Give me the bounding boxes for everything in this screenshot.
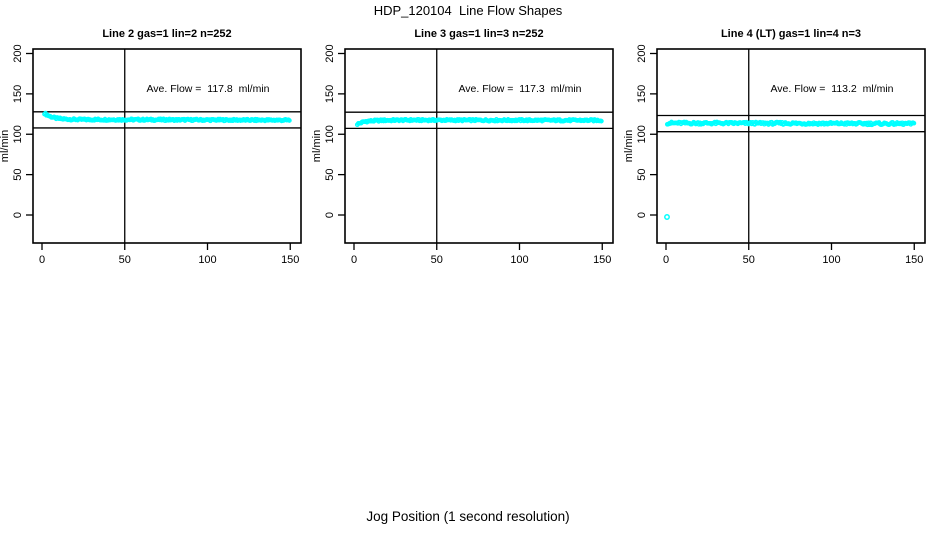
y-tick-label: 100 xyxy=(12,125,24,143)
panel-title: Line 2 gas=1 lin=2 n=252 xyxy=(102,28,231,40)
ave-flow-annotation: Ave. Flow = 117.8 ml/min xyxy=(146,83,269,95)
panel-title: Line 3 gas=1 lin=3 n=252 xyxy=(414,28,543,40)
y-tick-label: 50 xyxy=(324,169,336,181)
y-tick-label: 50 xyxy=(636,169,648,181)
x-tick-label: 0 xyxy=(351,254,357,266)
data-points xyxy=(354,116,604,128)
panel-title: Line 4 (LT) gas=1 lin=4 n=3 xyxy=(721,28,861,40)
x-tick-label: 150 xyxy=(905,254,923,266)
figure-title: HDP_120104 Line Flow Shapes xyxy=(373,3,563,18)
data-point xyxy=(599,118,604,124)
y-tick-label: 0 xyxy=(324,212,336,218)
data-points xyxy=(42,110,292,124)
y-tick-label: 0 xyxy=(12,212,24,218)
subplot-1: Line 2 gas=1 lin=2 n=252 0 50 100 150 200 ml/m… xyxy=(0,28,302,266)
y-tick-label: 150 xyxy=(324,85,336,103)
x-tick-label: 100 xyxy=(510,254,528,266)
y-tick-label: 0 xyxy=(636,212,648,218)
y-tick-label: 150 xyxy=(12,85,24,103)
y-tick-label: 200 xyxy=(12,44,24,62)
x-tick-label: 100 xyxy=(822,254,840,266)
x-axis-label: Jog Position (1 second resolution) xyxy=(366,509,570,524)
ave-flow-annotation: Ave. Flow = 113.2 ml/min xyxy=(770,83,893,95)
x-tick-label: 100 xyxy=(198,254,216,266)
x-tick-label: 50 xyxy=(743,254,755,266)
subplot-2: Line 3 gas=1 lin=3 n=252 0 50 100 150 200 ml/m… xyxy=(312,28,614,266)
plot-box xyxy=(656,48,926,244)
y-axis-title: ml/min xyxy=(0,130,11,162)
y-tick-label: 200 xyxy=(324,44,336,62)
x-tick-label: 50 xyxy=(119,254,131,266)
y-tick-label: 100 xyxy=(636,125,648,143)
y-axis-title: ml/min xyxy=(312,130,323,162)
y-tick-label: 200 xyxy=(636,44,648,62)
panels-row: Line 2 gas=1 lin=2 n=252 0 50 100 150 200 ml/m… xyxy=(0,18,936,268)
y-tick-label: 100 xyxy=(324,125,336,143)
y-axis-title: ml/min xyxy=(624,130,635,162)
x-tick-label: 0 xyxy=(663,254,669,266)
subplot-3: Line 4 (LT) gas=1 lin=4 n=3 0 50 100 150 200 m… xyxy=(624,28,926,266)
data-point xyxy=(287,118,292,123)
x-tick-label: 0 xyxy=(39,254,45,266)
plot-box xyxy=(344,48,614,244)
outlier-point xyxy=(664,214,670,220)
data-points xyxy=(664,119,917,128)
x-tick-label: 150 xyxy=(281,254,299,266)
x-tick-label: 150 xyxy=(593,254,611,266)
x-tick-label: 50 xyxy=(431,254,443,266)
y-tick-label: 150 xyxy=(636,85,648,103)
y-tick-label: 50 xyxy=(12,169,24,181)
plot-box xyxy=(32,48,302,244)
ave-flow-annotation: Ave. Flow = 117.3 ml/min xyxy=(458,83,581,95)
data-point xyxy=(911,120,917,126)
